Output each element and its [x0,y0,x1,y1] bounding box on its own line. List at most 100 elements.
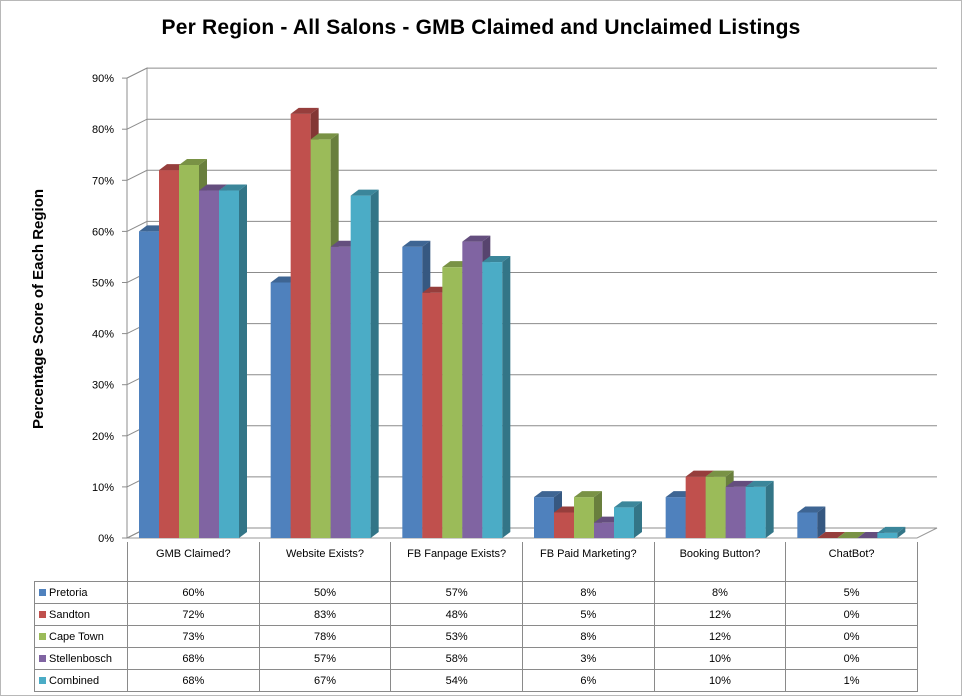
legend-entry: Sandton [34,603,128,626]
data-label: 12% [653,625,787,648]
data-label: 54% [390,669,523,692]
bar-front [594,522,614,538]
data-label: 50% [258,581,392,604]
data-label: 0% [785,603,918,626]
bar-top [534,491,562,498]
data-label: 48% [390,603,523,626]
data-label: 6% [521,669,655,692]
data-label: 10% [653,669,787,692]
category-label: ChatBot? [785,542,918,582]
y-axis-ticks: 0%10%20%30%40%50%60%70%80%90% [92,73,114,545]
bar-top [837,532,866,538]
legend-swatch [39,676,46,684]
legend-swatch [39,654,46,662]
bar [482,256,511,538]
bar-top [705,470,734,477]
bar-side [634,501,642,538]
data-label: 57% [258,647,392,670]
bar-front [290,113,311,539]
y-tick-label: 30% [92,380,114,392]
data-label: 72% [127,603,260,626]
bar-front [685,476,706,538]
data-table: GMB Claimed? Website Exists? FB Fanpage Ex… [34,542,918,692]
data-label: 67% [258,669,392,692]
series-name: Combined [49,674,100,687]
category-header-row: GMB Claimed? Website Exists? FB Fanpage Ex… [34,542,918,582]
bar-top [310,133,339,140]
chart-title: Per Region - All Salons - GMB Claimed an… [161,16,801,39]
data-label: 8% [521,581,655,604]
bar [745,480,774,538]
data-label: 58% [390,647,523,670]
category-label: FB Paid Marketing? [521,542,655,582]
bar-front [199,190,219,538]
bar-top [482,256,511,263]
bar [350,189,379,538]
data-table-body: Pretoria 60% 50% 57% 8% 8% 5% Sandton 72% 83% 48% 5… [34,581,918,692]
data-label: 83% [258,603,392,626]
bar-front [482,262,503,538]
data-label: 10% [653,647,787,670]
bar-front [422,292,443,538]
bar-front [270,282,291,538]
y-tick-label: 90% [92,73,114,85]
bar [219,184,247,538]
bar-side [897,526,906,538]
bar [877,526,906,538]
data-label: 3% [521,647,655,670]
bar-front [442,267,463,538]
plot-walls [126,67,938,539]
bar-front [402,246,423,539]
bar-top [797,506,826,513]
bar-top [877,526,906,533]
category-label: GMB Claimed? [127,542,260,582]
bar-front [139,231,159,538]
back-wall [147,68,937,528]
data-label: 5% [521,603,655,626]
data-label: 68% [127,669,260,692]
category-label: Booking Button? [653,542,787,582]
y-tick-label: 50% [92,278,114,290]
bar-front [665,497,686,538]
y-tick-label: 80% [92,124,114,136]
series-name: Stellenbosch [49,652,112,665]
bar [614,501,642,538]
bar-front [745,486,766,538]
bar-top [290,107,319,114]
data-label: 68% [127,647,260,670]
data-label: 73% [127,625,260,648]
table-corner [34,542,128,582]
bar-side [817,506,826,538]
data-label: 78% [258,625,392,648]
bar-front [797,512,818,538]
bar-front [179,164,199,538]
bar-side [239,184,247,538]
bar [817,532,846,538]
legend-entry: Pretoria [34,581,128,604]
bar-top [199,184,227,191]
data-label: 8% [521,625,655,648]
bar-side [502,256,511,538]
bar-top [685,470,714,477]
legend-entry: Cape Town [34,625,128,648]
gridline [126,118,937,130]
bar-top [402,240,431,247]
data-label: 0% [785,625,918,648]
bar-front [725,486,746,538]
series-name: Pretoria [49,586,88,599]
gridline [126,169,937,181]
bar-top [745,480,774,487]
series-name: Sandton [49,608,90,621]
data-label: 60% [127,581,260,604]
bar-side [765,480,774,538]
y-tick-label: 40% [92,329,114,341]
bar-front [574,497,594,538]
data-label: 12% [653,603,787,626]
bar-front [310,139,331,539]
bar-top [219,184,247,191]
y-tick-label: 70% [92,175,114,187]
bar-front [554,512,574,538]
bar-front [350,195,371,538]
category-label: Website Exists? [258,542,392,582]
